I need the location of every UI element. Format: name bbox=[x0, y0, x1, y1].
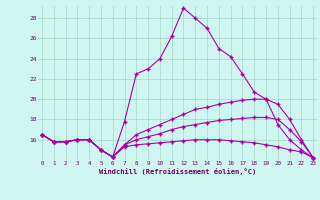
X-axis label: Windchill (Refroidissement éolien,°C): Windchill (Refroidissement éolien,°C) bbox=[99, 168, 256, 175]
